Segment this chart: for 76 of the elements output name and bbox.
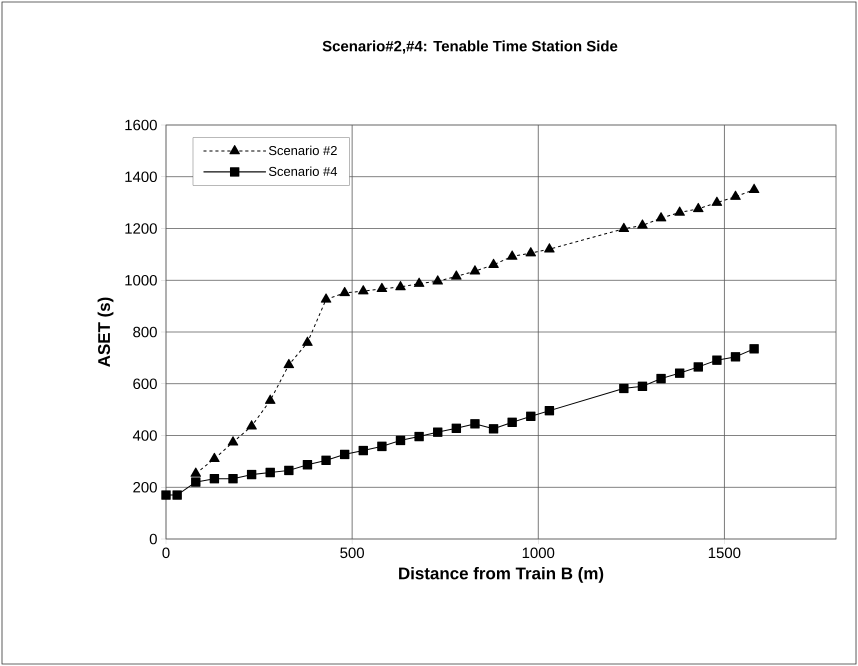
y-tick-label: 0: [150, 534, 157, 544]
y-tick-label: 1000: [125, 274, 157, 286]
point: [358, 285, 369, 294]
x-tick-label: 1000: [522, 548, 554, 558]
point: [414, 432, 424, 442]
point: [712, 196, 722, 206]
y-tick-label: 400: [132, 430, 157, 441]
point: [694, 362, 703, 372]
point: [749, 344, 759, 354]
point: [246, 470, 256, 480]
point: [321, 456, 331, 466]
point: [712, 356, 722, 365]
point: [302, 336, 313, 346]
y-tick-label: 600: [133, 378, 157, 390]
y-axis-title: ASET (s): [98, 298, 114, 367]
y-tick-label: 1200: [125, 223, 157, 234]
y-tick-label: 200: [133, 482, 157, 493]
point: [526, 412, 536, 422]
point: [618, 222, 630, 232]
point: [452, 424, 462, 433]
point: [340, 450, 350, 460]
point: [656, 212, 666, 222]
point: [284, 466, 294, 476]
y-tick-label: 1600: [125, 120, 157, 130]
point: [210, 474, 220, 484]
point: [619, 384, 629, 394]
point: [637, 219, 648, 229]
point: [209, 452, 220, 462]
point: [302, 460, 312, 470]
chart-title: Scenario#2,#4: Tenable Time Station Side: [322, 40, 618, 54]
legend-label: Scenario #2: [268, 146, 337, 156]
point: [674, 368, 684, 378]
point: [470, 419, 480, 429]
point: [748, 184, 760, 193]
point: [674, 206, 685, 216]
point: [488, 258, 499, 268]
point: [470, 265, 480, 274]
point: [414, 278, 424, 287]
point: [526, 247, 536, 256]
y-tick-label: 800: [133, 326, 157, 338]
point: [432, 275, 443, 285]
point: [358, 446, 368, 456]
x-tick-label: 0: [162, 548, 170, 558]
point: [507, 418, 517, 428]
point: [730, 190, 741, 200]
x-tick-label: 500: [340, 548, 364, 558]
point: [284, 358, 294, 368]
point: [190, 468, 202, 477]
point: [191, 477, 200, 487]
point: [544, 243, 555, 252]
point: [228, 474, 238, 484]
point: [395, 280, 406, 290]
point: [433, 427, 442, 437]
point: [376, 282, 388, 292]
point: [264, 394, 276, 404]
point: [656, 374, 666, 384]
point: [693, 202, 704, 212]
point: [506, 250, 518, 260]
point: [161, 490, 171, 500]
x-axis-title: Distance from Train B (m): [399, 566, 604, 583]
point: [730, 352, 740, 362]
x-tick-label: 1500: [708, 548, 740, 558]
point: [266, 468, 275, 478]
point: [377, 442, 387, 452]
point: [488, 424, 498, 434]
legend-label: Scenario #4: [268, 166, 338, 176]
point: [172, 490, 182, 500]
point: [638, 382, 648, 392]
point: [451, 270, 462, 280]
point: [246, 420, 257, 430]
y-tick-label: 1400: [125, 171, 157, 182]
point: [544, 406, 554, 416]
point: [228, 436, 238, 446]
point: [339, 286, 350, 296]
point: [320, 293, 332, 303]
point: [396, 436, 406, 446]
